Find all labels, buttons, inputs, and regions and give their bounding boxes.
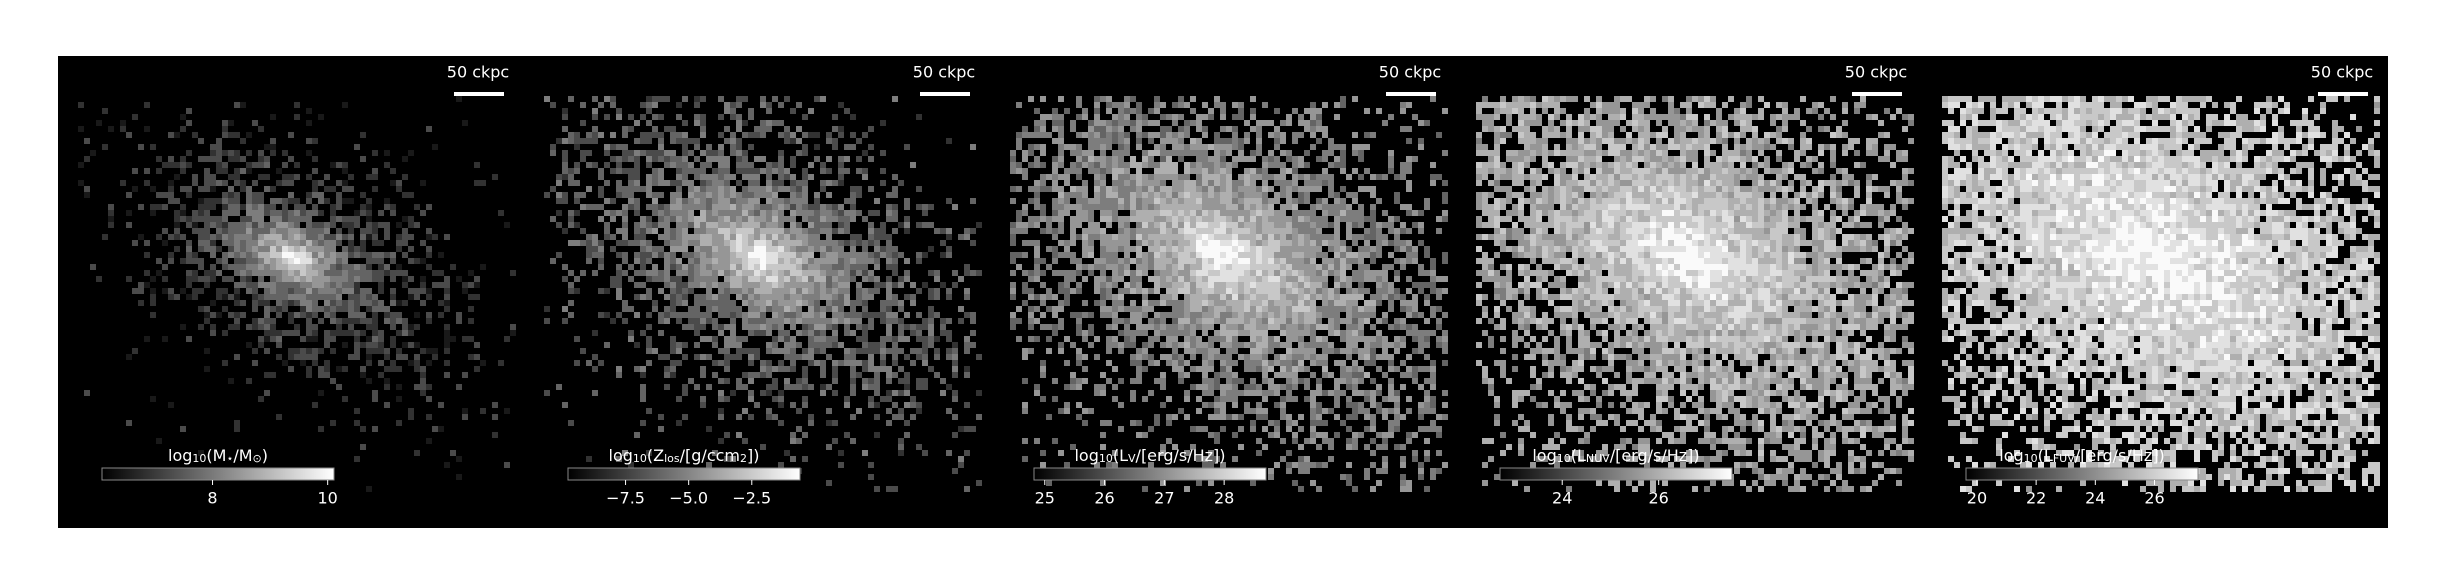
panel: 50 ckpc log10(LV/[erg/s/Hz]) 25 26 27 28: [1010, 63, 1448, 508]
colorbar-tick-label: 20: [1967, 489, 1987, 508]
pixel-map: [718, 228, 808, 288]
scalebar: [920, 92, 970, 96]
label-subscript: ⋆: [226, 452, 233, 465]
pixel-map: [652, 186, 856, 330]
colorbar-tick-label: 28: [1214, 489, 1234, 508]
label-subscript: FUV: [2053, 452, 2075, 465]
label-text: log: [168, 446, 192, 465]
label-subscript: V: [1128, 452, 1136, 465]
label-subscript: ⊙: [253, 452, 262, 465]
label-text: ): [262, 446, 268, 465]
label-text: /[erg/s/Hz]): [1136, 446, 1226, 465]
colorbar-label: log10(M⋆/M⊙): [168, 446, 268, 465]
colorbar-tick-label: 24: [1552, 489, 1572, 508]
pixel-map: [1010, 96, 1448, 492]
label-text: log: [1999, 446, 2023, 465]
scalebar: [454, 92, 504, 96]
pixel-map: [84, 102, 516, 468]
label-subscript: 10: [1557, 452, 1571, 465]
colorbar-tick-label: 26: [1649, 489, 1669, 508]
label-text: (M: [206, 446, 226, 465]
colorbar-tick-label: 8: [207, 489, 217, 508]
label-text: (L: [1571, 446, 1586, 465]
colorbar-tick-label: −7.5: [606, 489, 645, 508]
pixel-map: [1942, 96, 2380, 492]
colorbar-label: log10(LFUV/[erg/s/Hz]): [1999, 446, 2164, 465]
scalebar-label: 50 ckpc: [1379, 63, 1441, 82]
colorbar-tick-label: 26: [2144, 489, 2164, 508]
label-subscript: 10: [633, 452, 647, 465]
pixel-map: [1476, 96, 1914, 492]
pixel-map: [186, 162, 408, 342]
scalebar-label: 50 ckpc: [447, 63, 509, 82]
colorbar-tick-label: 24: [2085, 489, 2105, 508]
pixel-map: [1196, 234, 1250, 270]
colorbar-tick-label: 22: [2026, 489, 2046, 508]
pixel-map: [694, 204, 826, 312]
colorbar-tick-label: 10: [317, 489, 337, 508]
pixel-map: [78, 102, 516, 474]
scalebar: [1852, 92, 1902, 96]
label-text: log: [1074, 446, 1098, 465]
label-subscript: 10: [1099, 452, 1113, 465]
panel: 50 ckpc log10(LNUV/[erg/s/Hz]) 24 26: [1476, 63, 1914, 508]
colorbar-tick-label: −2.5: [732, 489, 771, 508]
pixel-map: [1942, 96, 2380, 492]
label-subscript: los: [664, 452, 680, 465]
label-text: (L: [1113, 446, 1128, 465]
pixel-map: [1010, 96, 1448, 492]
colorbar-tick-label: −5.0: [669, 489, 708, 508]
label-subscript: NUV: [1586, 452, 1610, 465]
pixel-map: [550, 96, 982, 492]
label-text: /[g/ccm: [680, 446, 740, 465]
pixel-map: [1942, 96, 2380, 492]
colorbar-label: log10(LV/[erg/s/Hz]): [1074, 446, 1225, 465]
scalebar-label: 50 ckpc: [2311, 63, 2373, 82]
label-text: log: [609, 446, 633, 465]
label-text: log: [1532, 446, 1556, 465]
pixel-map: [1638, 210, 1728, 300]
colorbar-tick-label: 25: [1035, 489, 1055, 508]
pixel-map: [748, 246, 766, 270]
label-text: /[erg/s/Hz]): [1610, 446, 1700, 465]
pixel-map: [1476, 96, 1914, 462]
panel: 50 ckpc log10(Zlos/[g/ccm2]) −7.5 −5.0 −2.5: [544, 63, 982, 508]
colorbar-tick-label: 26: [1094, 489, 1114, 508]
pixel-map: [270, 246, 312, 276]
label-text: (Z: [647, 446, 664, 465]
label-text: /[erg/s/Hz]): [2075, 446, 2165, 465]
pixel-map: [282, 252, 300, 264]
scalebar-label: 50 ckpc: [1845, 63, 1907, 82]
colorbar: [101, 467, 335, 481]
label-text: /M: [233, 446, 252, 465]
pixel-map: [1136, 192, 1310, 324]
pixel-map: [282, 246, 312, 264]
colorbar: [1499, 467, 1733, 481]
label-subscript: 2: [740, 452, 747, 465]
scalebar: [1386, 92, 1436, 96]
label-text: (L: [2038, 446, 2053, 465]
pixel-map: [258, 234, 324, 282]
pixel-map: [222, 204, 360, 312]
pixel-map: [1590, 180, 1800, 342]
label-text: ]): [747, 446, 759, 465]
colorbar: [1965, 467, 2199, 481]
pixel-map: [544, 96, 976, 462]
colorbar: [1033, 467, 1267, 481]
colorbar-tick-label: 27: [1154, 489, 1174, 508]
colorbar-label: log10(Zlos/[g/ccm2]): [609, 446, 760, 465]
scalebar: [2318, 92, 2368, 96]
scalebar-label: 50 ckpc: [913, 63, 975, 82]
colorbar-label: log10(LNUV/[erg/s/Hz]): [1532, 446, 1699, 465]
label-subscript: 10: [2024, 452, 2038, 465]
label-subscript: 10: [192, 452, 206, 465]
pixel-map: [1058, 138, 1376, 378]
panel: 50 ckpc log10(LFUV/[erg/s/Hz]) 20 22 24 26: [1942, 63, 2380, 508]
colorbar: [567, 467, 801, 481]
pixel-map: [2026, 150, 2284, 360]
